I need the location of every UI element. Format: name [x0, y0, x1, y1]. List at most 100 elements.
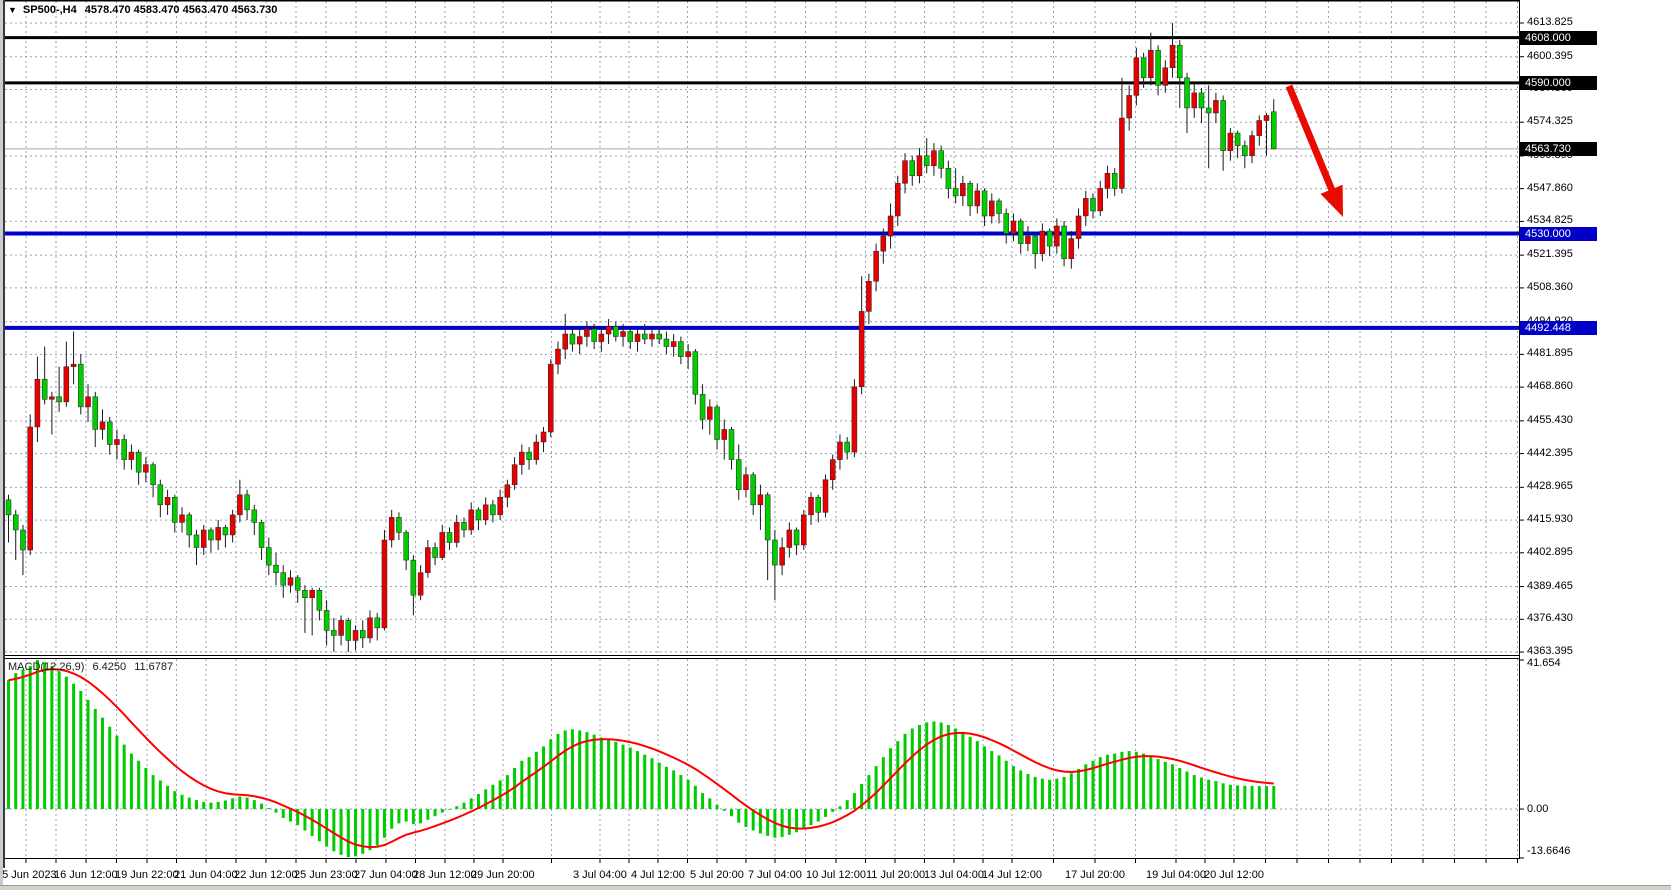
time-tick-label[interactable]: 20 Jul 12:00: [1204, 869, 1264, 881]
candle: [692, 349, 699, 405]
candle: [1017, 218, 1024, 254]
candle: [851, 379, 858, 458]
candle: [526, 447, 532, 470]
symbol-dropdown-icon[interactable]: ▼: [8, 5, 17, 15]
candle: [996, 198, 1002, 224]
symbol-period-label: SP500-,H4: [22, 4, 77, 16]
time-tick-label[interactable]: 16 Jun 12:00: [54, 869, 118, 881]
candle: [945, 160, 952, 199]
price-tick-label[interactable]: 4415.930: [1527, 513, 1573, 526]
time-tick-label[interactable]: 22 Jun 12:00: [234, 869, 298, 881]
price-tick-label[interactable]: 4363.395: [1527, 645, 1573, 658]
price-tick-label[interactable]: 4428.965: [1527, 480, 1573, 493]
time-tick-label[interactable]: 17 Jul 20:00: [1065, 869, 1125, 881]
time-tick-label[interactable]: 10 Jul 12:00: [806, 869, 866, 881]
time-tick-label[interactable]: 4 Jul 12:00: [631, 869, 685, 881]
price-tick-label[interactable]: 4574.325: [1527, 115, 1573, 128]
time-tick-label[interactable]: 19 Jun 22:00: [115, 869, 179, 881]
candle: [1025, 226, 1031, 252]
candle: [613, 321, 619, 342]
price-tick-label[interactable]: 4481.895: [1527, 347, 1573, 360]
price-tick-label[interactable]: 4508.360: [1527, 280, 1573, 293]
candle: [12, 509, 19, 561]
price-tick-label[interactable]: 4534.825: [1527, 214, 1573, 227]
candle: [1003, 208, 1009, 244]
candle: [294, 575, 301, 603]
time-tick-label[interactable]: 13 Jul 04:00: [924, 869, 984, 881]
time-tick-label[interactable]: 29 Jun 20:00: [471, 869, 535, 881]
candle: [331, 617, 337, 652]
price-tick-label[interactable]: 4402.895: [1527, 545, 1573, 558]
price-tick-label[interactable]: 4455.430: [1527, 413, 1573, 426]
candle: [1075, 208, 1082, 249]
macd-tick-label[interactable]: -13.6646: [1527, 845, 1571, 857]
price-tick-label[interactable]: 4521.395: [1527, 248, 1573, 261]
trend-arrow-annotation[interactable]: [1285, 84, 1343, 217]
candle: [837, 434, 843, 470]
candle: [1104, 165, 1111, 199]
candle: [1039, 223, 1046, 262]
price-tick-label[interactable]: 4600.395: [1527, 49, 1573, 62]
macd-name: MACD(12,26,9): [8, 661, 85, 673]
macd-indicator-label: MACD(12,26,9) 6.4250 11.6787: [8, 661, 178, 673]
time-tick-label[interactable]: 7 Jul 04:00: [748, 869, 802, 881]
candle: [670, 334, 677, 357]
time-tick-label[interactable]: 5 Jul 20:00: [690, 869, 744, 881]
time-tick-label[interactable]: 19 Jul 04:00: [1146, 869, 1206, 881]
candle: [497, 489, 503, 520]
candle: [1271, 99, 1277, 150]
candle: [27, 414, 33, 556]
ohlc-readout: 4578.470 4583.470 4563.470 4563.730: [84, 4, 278, 16]
time-tick-label[interactable]: 21 Jun 04:00: [174, 869, 238, 881]
candle: [1140, 52, 1147, 88]
macd-tick-label[interactable]: 41.654: [1527, 657, 1561, 669]
candle: [1249, 130, 1255, 164]
price-badge: 4530.000: [1520, 226, 1597, 241]
macd-tick-label[interactable]: 0.00: [1527, 803, 1549, 816]
price-tick-label[interactable]: 4389.465: [1527, 579, 1573, 592]
candle: [714, 404, 720, 450]
candle: [808, 492, 814, 525]
candle: [895, 175, 901, 227]
price-tick-label[interactable]: 4613.825: [1527, 16, 1573, 28]
candle: [902, 153, 908, 194]
candle: [143, 457, 149, 483]
price-tick-label[interactable]: 4468.860: [1527, 380, 1573, 393]
candle: [1097, 180, 1103, 216]
candle: [251, 504, 258, 535]
time-tick-label[interactable]: 15 Jun 2023: [0, 869, 57, 881]
candle: [1010, 213, 1017, 242]
candle: [56, 366, 62, 412]
price-badge: 4608.000: [1520, 30, 1597, 45]
candle: [1169, 23, 1176, 78]
candle: [909, 155, 915, 186]
candle: [258, 519, 265, 561]
time-tick-label[interactable]: 27 Jun 04:00: [354, 869, 418, 881]
gridlines: [5, 1, 1519, 858]
price-tick-label[interactable]: 4547.860: [1527, 181, 1573, 194]
candle: [208, 527, 214, 553]
price-tick-label[interactable]: 4376.430: [1527, 612, 1573, 625]
candle: [410, 555, 417, 616]
candle: [822, 474, 829, 518]
time-tick-label[interactable]: 28 Jun 12:00: [413, 869, 477, 881]
candle: [591, 323, 597, 350]
candle: [1133, 47, 1140, 106]
candle: [396, 512, 402, 540]
candle: [764, 492, 771, 581]
candle: [5, 494, 12, 543]
candle: [519, 444, 525, 475]
price-tick-label[interactable]: 4442.395: [1527, 446, 1573, 459]
candle: [345, 617, 352, 653]
candle: [1046, 228, 1053, 257]
price-badge: 4590.000: [1520, 75, 1597, 90]
candle: [287, 570, 294, 593]
candle: [649, 329, 655, 347]
time-tick-label[interactable]: 14 Jul 12:00: [982, 869, 1042, 881]
candle: [786, 522, 793, 558]
time-tick-label[interactable]: 3 Jul 04:00: [573, 869, 627, 881]
time-tick-label[interactable]: 11 Jul 20:00: [866, 869, 926, 881]
candle: [1205, 85, 1212, 169]
time-tick-label[interactable]: 25 Jun 23:00: [294, 869, 358, 881]
